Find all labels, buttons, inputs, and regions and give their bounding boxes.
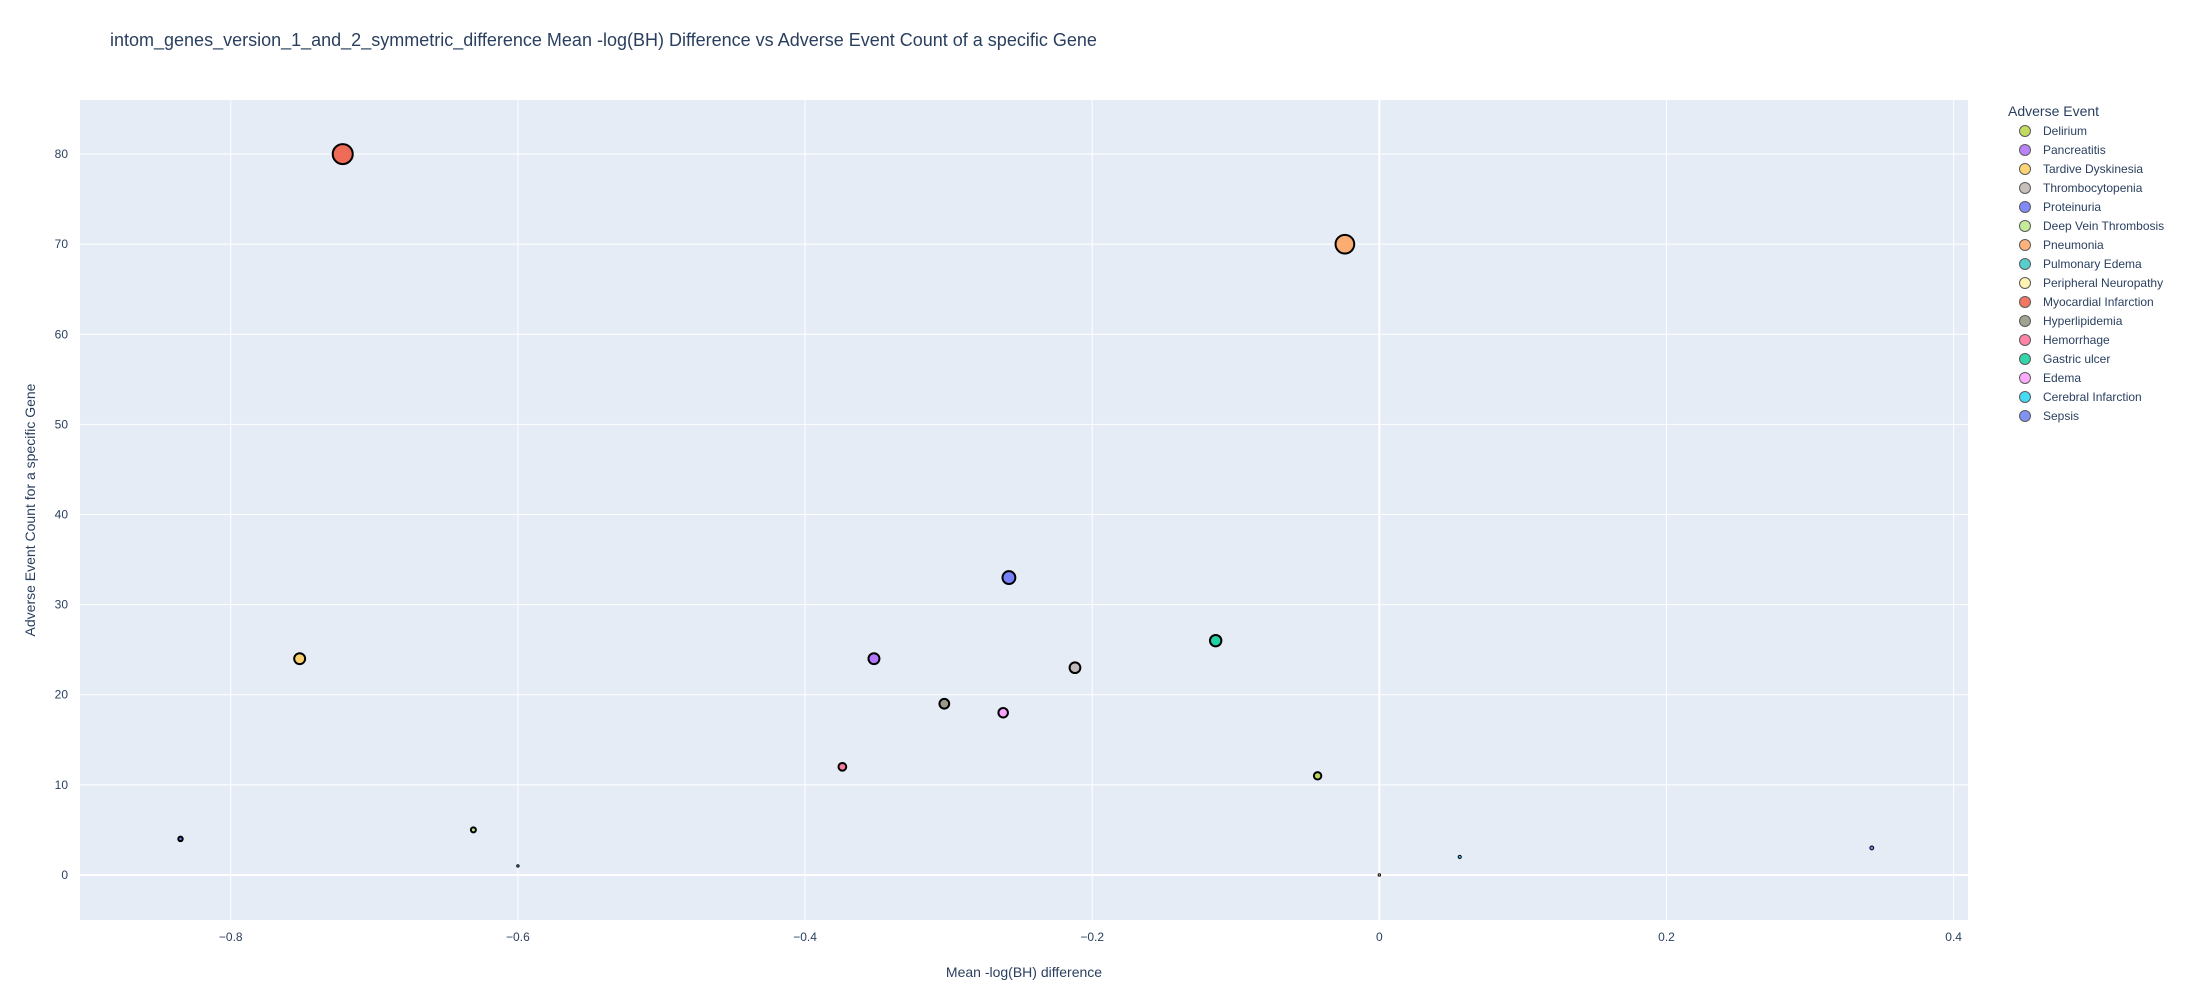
- legend-item[interactable]: Delirium: [2008, 121, 2164, 140]
- legend-label: Sepsis: [2043, 408, 2080, 423]
- data-point[interactable]: [1208, 633, 1223, 648]
- legend-item[interactable]: Peripheral Neuropathy: [2008, 273, 2164, 292]
- data-point[interactable]: [469, 826, 477, 834]
- zero-lines: [80, 100, 1968, 920]
- legend-label: Hyperlipidemia: [2043, 313, 2123, 328]
- legend-label: Cerebral Infarction: [2043, 389, 2142, 404]
- data-point[interactable]: [837, 761, 848, 772]
- legend-label: Thrombocytopenia: [2043, 180, 2143, 195]
- legend-items: Delirium Pancreatitis Tardive Dyskinesia Th…: [2008, 121, 2164, 425]
- legend-item[interactable]: Tardive Dyskinesia: [2008, 159, 2164, 178]
- y-tick-label: 70: [55, 237, 69, 251]
- legend-title: Adverse Event: [2008, 103, 2100, 119]
- data-point[interactable]: [1377, 873, 1382, 877]
- data-point[interactable]: [1001, 570, 1017, 586]
- data-point[interactable]: [516, 864, 520, 868]
- legend-label: Hemorrhage: [2043, 332, 2110, 347]
- data-point[interactable]: [293, 652, 307, 666]
- data-point[interactable]: [1334, 233, 1356, 255]
- legend-label: Gastric ulcer: [2043, 351, 2111, 366]
- x-tick-label: 0.2: [1658, 930, 1675, 944]
- legend-marker-icon: [2019, 409, 2031, 422]
- data-point[interactable]: [1068, 661, 1082, 675]
- legend-marker-icon: [2019, 124, 2031, 137]
- y-axis-title: Adverse Event Count for a specific Gene: [22, 383, 38, 636]
- legend-item[interactable]: Deep Vein Thrombosis: [2008, 216, 2164, 235]
- x-axis-title: Mean -log(BH) difference: [946, 964, 1102, 980]
- legend-marker-icon: [2019, 200, 2031, 213]
- legend-marker-icon: [2019, 314, 2031, 327]
- y-axis-ticks: 0 10 20 30 40 50 60 70 80: [55, 147, 69, 882]
- legend-marker-icon: [2019, 162, 2031, 175]
- y-tick-label: 30: [55, 598, 69, 612]
- x-tick-label: 0: [1376, 930, 1383, 944]
- grid-lines: [80, 100, 1968, 920]
- legend-label: Pulmonary Edema: [2043, 256, 2142, 271]
- legend-item[interactable]: Hemorrhage: [2008, 330, 2164, 349]
- data-point[interactable]: [177, 835, 184, 843]
- data-point[interactable]: [1869, 845, 1875, 851]
- legend-label: Peripheral Neuropathy: [2043, 275, 2164, 290]
- legend-item[interactable]: Proteinuria: [2008, 197, 2164, 216]
- x-tick-label: −0.2: [1080, 930, 1104, 944]
- legend-item[interactable]: Pneumonia: [2008, 235, 2164, 254]
- legend-marker-icon: [2019, 219, 2031, 232]
- legend-marker-icon: [2019, 238, 2031, 251]
- y-tick-label: 10: [55, 778, 69, 792]
- legend: Adverse Event Delirium Pancreatitis Tardiv…: [2008, 103, 2164, 425]
- legend-label: Deep Vein Thrombosis: [2043, 218, 2165, 233]
- legend-item[interactable]: Sepsis: [2008, 406, 2164, 425]
- x-axis-ticks: −0.8 −0.6 −0.4 −0.2 0 0.2 0.4: [219, 930, 1962, 944]
- legend-label: Pneumonia: [2043, 237, 2104, 252]
- legend-item[interactable]: Gastric ulcer: [2008, 349, 2164, 368]
- legend-item[interactable]: Myocardial Infarction: [2008, 292, 2164, 311]
- y-tick-label: 20: [55, 688, 69, 702]
- legend-marker-icon: [2019, 257, 2031, 270]
- data-point[interactable]: [1312, 771, 1323, 781]
- data-point[interactable]: [331, 143, 354, 166]
- legend-marker-icon: [2019, 352, 2031, 365]
- y-tick-label: 50: [55, 417, 69, 431]
- legend-marker-icon: [2019, 333, 2031, 346]
- x-tick-label: 0.4: [1945, 930, 1962, 944]
- data-point[interactable]: [997, 707, 1009, 719]
- legend-item[interactable]: Pancreatitis: [2008, 140, 2164, 159]
- legend-label: Proteinuria: [2043, 199, 2102, 214]
- legend-marker-icon: [2019, 371, 2031, 384]
- legend-marker-icon: [2019, 181, 2031, 194]
- legend-marker-icon: [2019, 390, 2031, 403]
- chart-title: intom_genes_version_1_and_2_symmetric_di…: [110, 30, 1097, 50]
- data-points[interactable]: [177, 143, 1875, 877]
- legend-item[interactable]: Cerebral Infarction: [2008, 387, 2164, 406]
- legend-marker-icon: [2019, 295, 2031, 308]
- legend-item[interactable]: Pulmonary Edema: [2008, 254, 2164, 273]
- legend-label: Myocardial Infarction: [2043, 294, 2154, 309]
- y-tick-label: 80: [55, 147, 69, 161]
- data-point[interactable]: [867, 652, 881, 666]
- legend-marker-icon: [2019, 276, 2031, 289]
- legend-item[interactable]: Hyperlipidemia: [2008, 311, 2164, 330]
- y-tick-label: 0: [61, 868, 68, 882]
- data-point[interactable]: [938, 697, 951, 710]
- legend-item[interactable]: Thrombocytopenia: [2008, 178, 2164, 197]
- legend-item[interactable]: Edema: [2008, 368, 2164, 387]
- x-tick-label: −0.6: [506, 930, 530, 944]
- y-tick-label: 60: [55, 327, 69, 341]
- y-tick-label: 40: [55, 508, 69, 522]
- plot-area: [80, 100, 1968, 920]
- x-tick-label: −0.8: [219, 930, 243, 944]
- legend-label: Tardive Dyskinesia: [2043, 161, 2144, 176]
- legend-label: Delirium: [2043, 123, 2088, 138]
- legend-marker-icon: [2019, 143, 2031, 156]
- data-point[interactable]: [1457, 854, 1462, 860]
- legend-label: Pancreatitis: [2043, 142, 2106, 157]
- legend-label: Edema: [2043, 370, 2082, 385]
- x-tick-label: −0.4: [793, 930, 817, 944]
